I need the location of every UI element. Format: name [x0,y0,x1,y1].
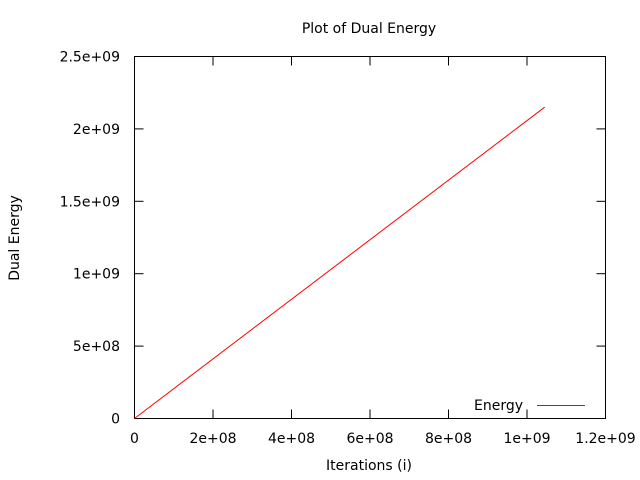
x-tick-label: 8e+08 [425,431,472,447]
x-tick-label: 4e+08 [268,431,315,447]
x-tick-label: 1e+09 [503,431,550,447]
x-tick-label: 6e+08 [346,431,393,447]
axis-ticks: 0 2e+08 4e+08 6e+08 8e+08 1e+09 1.2e+09 0 5e+08 1… [60,50,636,448]
x-tick-label: 2e+08 [189,431,236,447]
x-tick-label: 0 [130,431,139,447]
y-tick-label: 5e+08 [73,339,120,355]
chart-title: Plot of Dual Energy [302,21,436,37]
legend: Energy [474,398,585,414]
legend-label-energy: Energy [474,398,523,414]
x-axis-label: Iterations (i) [326,458,412,474]
y-tick-label: 1e+09 [73,267,120,283]
plot-area-border [134,56,606,419]
series-line-energy [134,106,545,419]
y-axis-label: Dual Energy [7,195,23,281]
y-tick-label: 2.5e+09 [60,50,120,66]
y-tick-label: 0 [111,412,120,428]
y-tick-label: 1.5e+09 [60,194,120,210]
y-tick-label: 2e+09 [73,122,120,138]
x-tick-label: 1.2e+09 [575,431,635,447]
series-group [134,106,545,419]
